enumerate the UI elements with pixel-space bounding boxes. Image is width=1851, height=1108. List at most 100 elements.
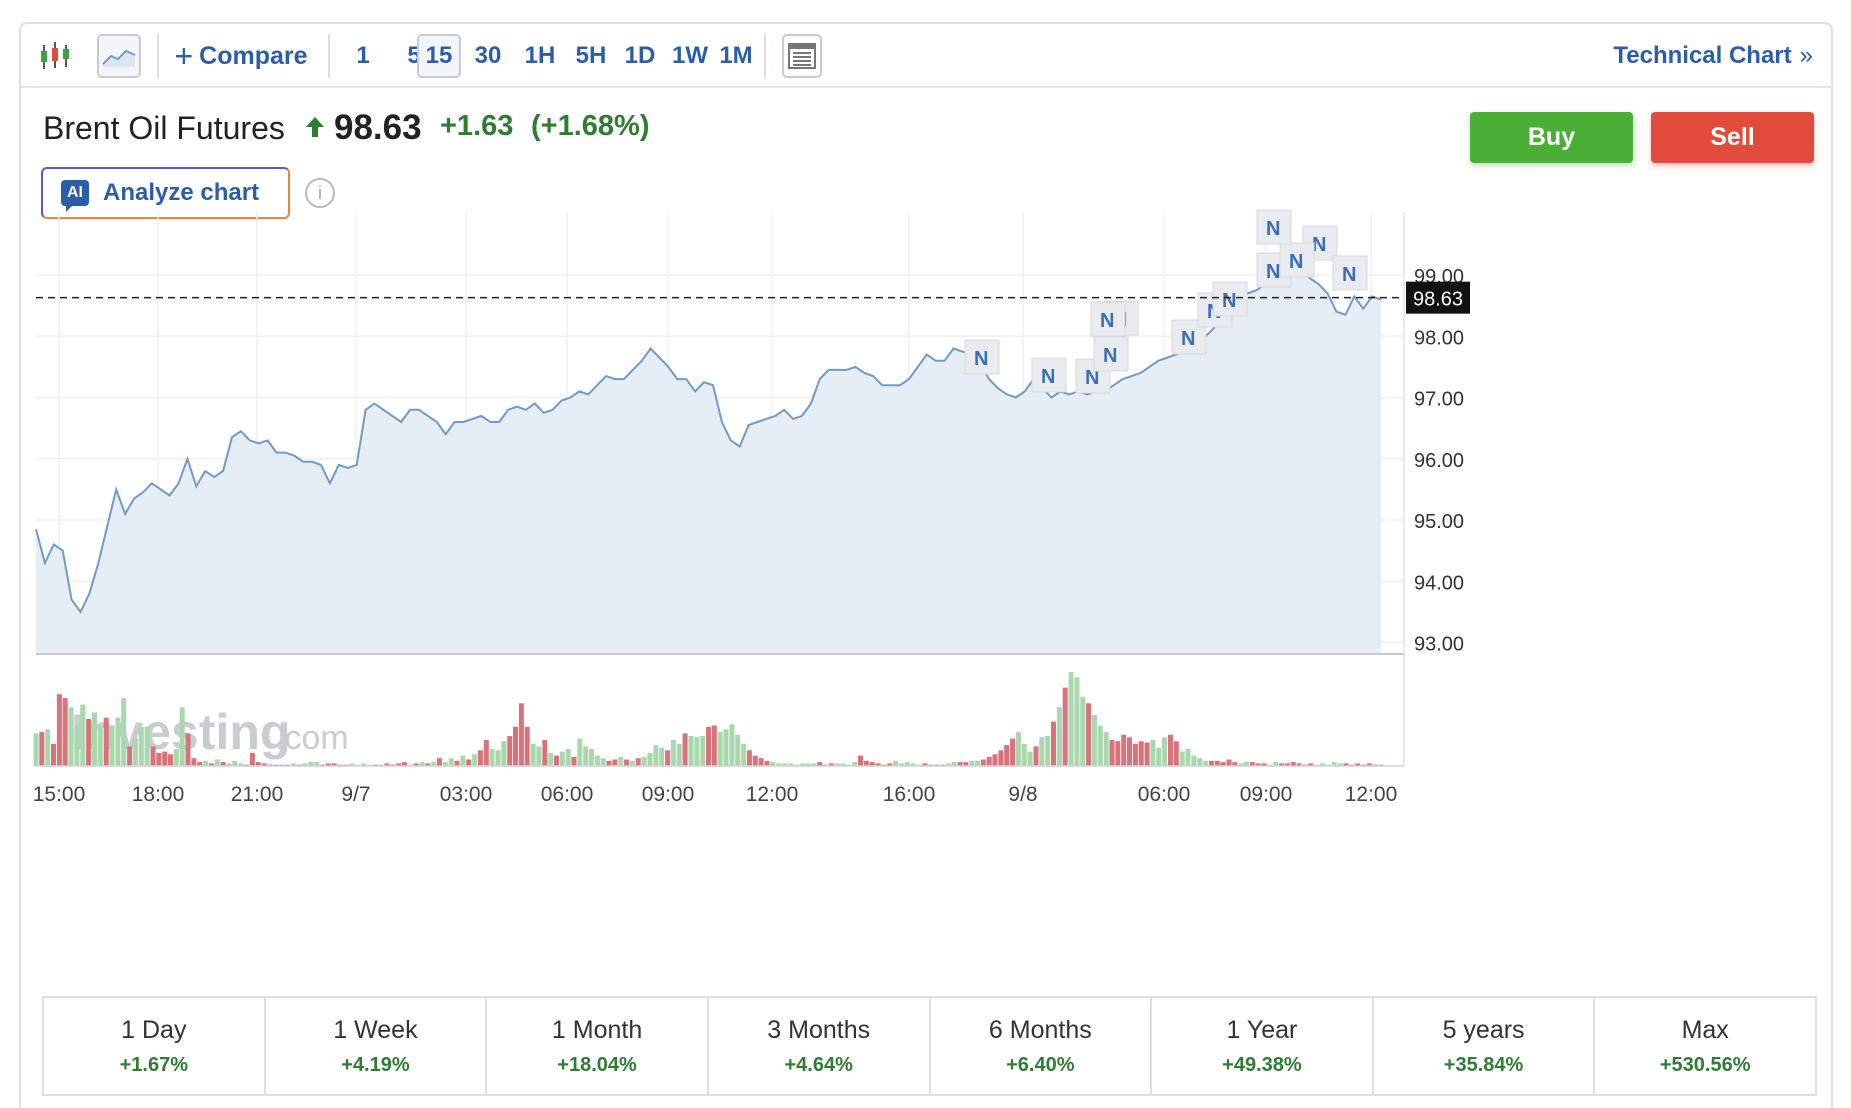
volume-bar: [899, 763, 904, 766]
period-cell[interactable]: 3 Months +4.64%: [709, 998, 931, 1094]
volume-bar: [127, 746, 133, 766]
volume-bar: [741, 743, 747, 766]
news-marker[interactable]: N: [1256, 209, 1292, 245]
news-marker[interactable]: N: [1031, 357, 1067, 393]
volume-bar: [150, 746, 156, 766]
price-chart[interactable]: Investing .com NNNNNNNNNNNNNN 99.0098.00…: [21, 24, 1835, 974]
table-icon: [788, 43, 816, 69]
volume-bar: [45, 729, 51, 766]
interval-1m[interactable]: 1M: [719, 42, 753, 69]
interval-1[interactable]: 1: [356, 42, 370, 69]
price-tick-label: 93.00: [1414, 634, 1464, 656]
news-marker[interactable]: N: [1093, 336, 1129, 372]
news-marker-label: N: [1312, 234, 1326, 256]
price-change-percent: (+1.68%): [531, 110, 650, 142]
volume-bar: [542, 739, 548, 766]
time-tick-label: 12:00: [746, 783, 799, 806]
area-chart-button[interactable]: [97, 34, 141, 78]
volume-bar: [1097, 725, 1103, 766]
volume-bar: [103, 717, 109, 766]
volume-bar: [817, 762, 823, 766]
volume-bar: [869, 762, 875, 766]
volume-bar: [255, 762, 261, 766]
volume-bar: [437, 758, 442, 766]
time-tick-label: 18:00: [132, 783, 185, 806]
candlestick-chart-button[interactable]: [35, 34, 75, 78]
volume-bar: [770, 762, 776, 766]
time-tick-label: 9/8: [1008, 783, 1037, 806]
volume-bar: [659, 747, 665, 766]
price-tick-label: 95.00: [1414, 511, 1464, 533]
volume-bar: [700, 736, 706, 766]
volume-bar: [1092, 715, 1097, 766]
volume-bar: [548, 752, 554, 766]
volume-bar: [431, 762, 437, 766]
technical-chart-link[interactable]: Technical Chart »: [1613, 34, 1813, 78]
interval-5h[interactable]: 5H: [575, 42, 607, 69]
volume-bar: [688, 736, 694, 766]
watermark-suffix: .com: [275, 719, 349, 757]
news-marker-label: N: [1041, 366, 1055, 388]
period-cell[interactable]: 1 Week +4.19%: [266, 998, 488, 1094]
volume-bar: [74, 725, 80, 766]
volume-bar: [1086, 703, 1092, 766]
sell-button[interactable]: Sell: [1651, 112, 1814, 163]
news-marker[interactable]: N: [1171, 319, 1207, 355]
volume-bar: [92, 712, 97, 766]
volume-bar: [495, 750, 501, 766]
price-area-fill: [36, 256, 1381, 654]
volume-bar: [1244, 762, 1249, 766]
volume-bar: [1185, 749, 1191, 766]
volume-bar: [653, 745, 659, 766]
news-marker[interactable]: N: [1212, 281, 1248, 317]
time-tick-label: 06:00: [1138, 783, 1191, 806]
volume-bar: [980, 759, 986, 766]
chart-toolbar: + Compare 1 5 15 30 1H 5H 1D 1W 1M Technical Cha…: [21, 24, 1831, 88]
volume-bar: [1027, 751, 1033, 766]
interval-1w[interactable]: 1W: [672, 42, 708, 69]
volume-bar: [1308, 763, 1314, 766]
info-icon[interactable]: i: [305, 178, 335, 208]
interval-15[interactable]: 15: [417, 34, 461, 78]
compare-button[interactable]: + Compare: [171, 34, 311, 78]
volume-bar: [922, 763, 928, 766]
buy-button[interactable]: Buy: [1470, 112, 1633, 163]
volume-bar: [1033, 746, 1039, 766]
volume-bar: [191, 758, 197, 766]
volume-bar: [951, 762, 957, 766]
volume-bar: [115, 717, 121, 766]
volume-bar: [68, 707, 74, 767]
period-cell[interactable]: 1 Month +18.04%: [487, 998, 709, 1094]
interval-30[interactable]: 30: [474, 42, 502, 69]
volume-bar: [1255, 763, 1261, 766]
news-marker[interactable]: N: [1332, 255, 1368, 291]
volume-bar: [39, 732, 45, 766]
period-cell[interactable]: 1 Day +1.67%: [44, 998, 266, 1094]
news-marker-label: N: [1181, 328, 1195, 350]
news-marker[interactable]: N: [1279, 242, 1315, 278]
news-marker[interactable]: N: [1075, 358, 1111, 394]
volume-bar: [665, 750, 671, 766]
volume-bar: [863, 760, 869, 766]
period-cell[interactable]: 1 Year +49.38%: [1152, 998, 1374, 1094]
period-cell[interactable]: 5 years +35.84%: [1374, 998, 1596, 1094]
period-cell[interactable]: 6 Months +6.40%: [931, 998, 1153, 1094]
news-marker[interactable]: N: [964, 339, 1000, 375]
table-view-button[interactable]: [782, 34, 822, 78]
volume-bar: [1197, 758, 1203, 766]
volume-bar: [197, 762, 203, 766]
news-marker-label: N: [1222, 290, 1236, 312]
toolbar-divider: [328, 34, 330, 78]
volume-bar: [1051, 721, 1056, 766]
volume-bar: [752, 755, 758, 766]
analyze-chart-button[interactable]: AI Analyze chart: [41, 167, 290, 219]
volume-bar: [302, 763, 308, 766]
last-price: 98.63: [334, 108, 422, 147]
volume-bar: [624, 759, 630, 766]
volume-bar: [132, 738, 138, 766]
period-cell[interactable]: Max +530.56%: [1595, 998, 1815, 1094]
news-marker[interactable]: N: [1090, 301, 1126, 337]
interval-1d[interactable]: 1D: [624, 42, 656, 69]
volume-bar: [144, 726, 150, 766]
interval-1h[interactable]: 1H: [524, 42, 556, 69]
